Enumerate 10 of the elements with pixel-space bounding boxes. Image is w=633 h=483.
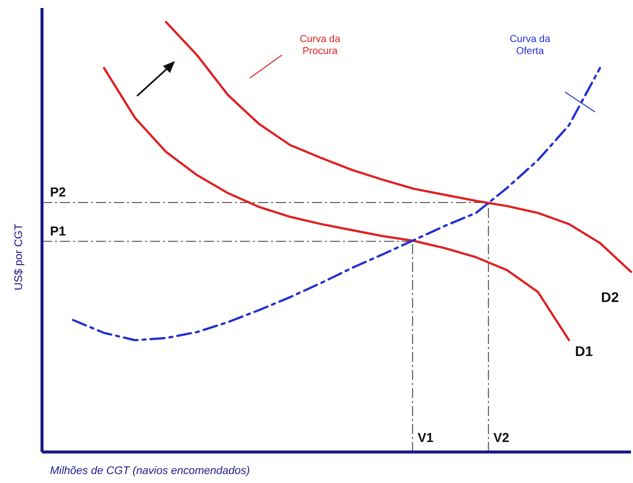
annotation: V2 [493, 430, 510, 445]
ref-line-label: P1 [50, 223, 66, 238]
annotation: V1 [418, 430, 434, 445]
x-axis-title: Milhões de CGT (navios encomendados) [50, 465, 250, 477]
y-axis-title: US$ por CGT [13, 223, 25, 290]
series-label: D1 [575, 343, 594, 360]
series-label: D2 [601, 288, 620, 305]
text: Curva da Oferta [510, 34, 551, 57]
ref-line-label: P2 [50, 184, 66, 200]
annotation: Curva da Procura [300, 34, 341, 57]
